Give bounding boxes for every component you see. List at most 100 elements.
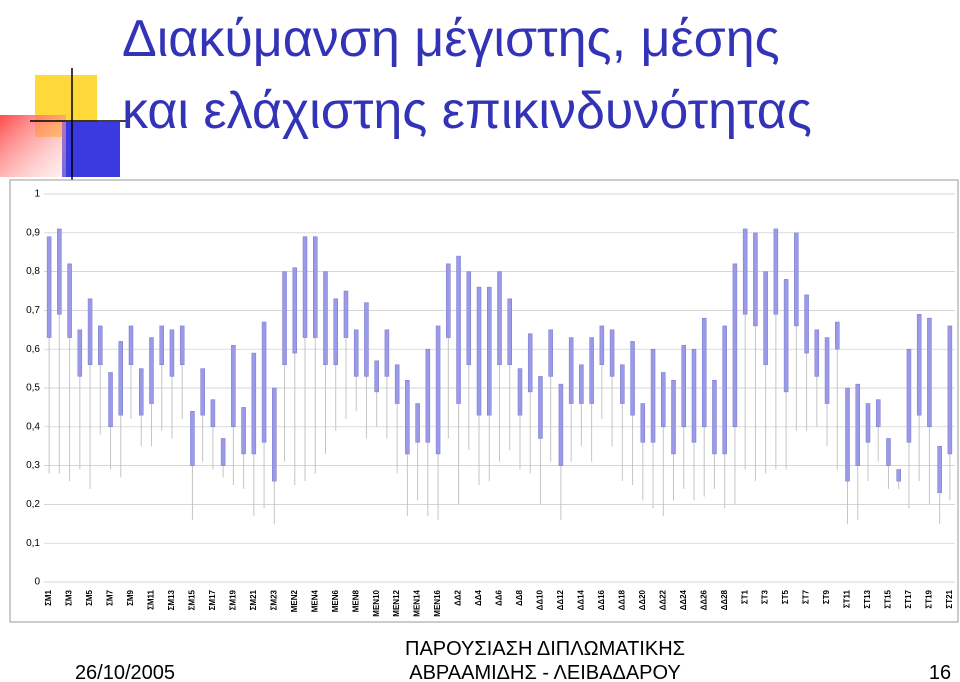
y-tick-label: 0 [34, 577, 40, 588]
x-tick-label: ΔΔ26 [699, 589, 708, 610]
range-box [323, 271, 328, 365]
range-box [466, 271, 472, 365]
range-box [722, 325, 727, 455]
y-tick-label: 0,7 [26, 305, 40, 316]
range-box [814, 329, 820, 377]
range-box [179, 325, 185, 365]
x-tick-label: ΣΜ9 [126, 589, 135, 605]
plot: 0 0,1 0,2 0,3 0,4 0,5 0,6 0,7 0,8 0,9 1 ΣΜ1 ΣΜ3 ΣΜ5 ΣΜ… [26, 189, 955, 617]
x-tick-label: ΔΔ18 [617, 589, 626, 610]
x-tick-label: ΔΔ20 [638, 589, 647, 610]
range-box [67, 263, 72, 338]
range-box [681, 345, 686, 428]
y-tick-label: 0,2 [26, 499, 40, 510]
range-box [794, 232, 799, 327]
chart-frame [9, 179, 959, 623]
range-box [763, 271, 768, 365]
range-box [661, 372, 666, 428]
range-box [712, 379, 717, 455]
range-box [415, 403, 420, 443]
y-tick-label: 0,9 [26, 227, 40, 238]
range-box [476, 286, 482, 416]
range-box [435, 325, 441, 455]
x-tick-label: ΔΔ28 [720, 589, 729, 610]
range-box [640, 403, 646, 443]
range-box [753, 232, 758, 327]
range-box [57, 228, 62, 315]
footer-text: ΠΑΡΟΥΣΙΑΣΗ ΔΙΠΛΩΜΑΤΙΚΗΣ [405, 638, 685, 660]
range-box [497, 271, 502, 365]
range-box [783, 279, 789, 393]
x-tick-label: ΣΜ13 [167, 589, 176, 610]
x-tick-label: ΜΕΝ14 [413, 589, 422, 616]
range-box [251, 352, 257, 455]
range-box [333, 298, 338, 365]
range-box [87, 298, 93, 365]
range-box [599, 325, 605, 365]
range-box [343, 290, 349, 338]
x-tick-label: ΣΤ21 [945, 589, 954, 608]
y-tick-label: 0,8 [26, 266, 40, 277]
range-box [231, 345, 236, 428]
x-tick-label: ΣΜ21 [249, 589, 258, 610]
range-box [773, 228, 779, 315]
range-box [241, 407, 246, 455]
x-tick-label: ΜΕΝ4 [310, 589, 319, 612]
range-box [527, 333, 533, 393]
y-tick-label: 0,6 [26, 344, 40, 355]
range-box [425, 348, 431, 443]
x-tick-label: ΔΔ4 [474, 589, 483, 606]
range-box [620, 364, 625, 404]
x-tick-label: ΔΔ12 [556, 589, 565, 610]
x-tick-label: ΔΔ16 [597, 589, 606, 610]
range-box [384, 329, 390, 377]
y-tick-label: 0,3 [26, 460, 40, 471]
range-box [169, 329, 175, 377]
range-box [579, 364, 584, 404]
range-box [916, 314, 922, 416]
range-box [568, 337, 574, 404]
x-tick-label: ΣΤ1 [740, 589, 749, 604]
range-box [149, 337, 154, 404]
x-tick-label: ΜΕΝ6 [331, 589, 340, 612]
x-tick-label: ΣΜ5 [85, 589, 94, 605]
range-box [77, 329, 83, 377]
page-number: 16 [929, 662, 951, 682]
range-box [46, 236, 52, 338]
range-box [456, 255, 461, 404]
range-box [937, 445, 942, 494]
range-box [353, 329, 359, 377]
x-tick-label: ΣΜ23 [269, 589, 278, 610]
range-box [118, 341, 124, 416]
deco-square [0, 115, 66, 177]
range-box [886, 438, 891, 466]
range-box [835, 321, 840, 350]
range-box [701, 317, 707, 428]
footer-text: ΑΒΡΑΑΜΙΔΗΣ - ΛΕΙΒΑΔΑΡΟΥ [409, 662, 681, 682]
range-box [220, 438, 226, 466]
range-box [691, 348, 697, 443]
range-box [538, 376, 543, 439]
range-box [272, 387, 277, 482]
range-box [517, 368, 523, 416]
range-box [609, 329, 615, 377]
range-box [313, 236, 318, 338]
x-tick-label: ΔΔ2 [454, 589, 463, 606]
range-box [845, 387, 850, 482]
x-tick-label: ΔΔ10 [536, 589, 545, 610]
x-tick-label: ΣΜ7 [106, 589, 115, 605]
x-tick-label: ΣΤ9 [822, 589, 831, 604]
x-tick-label: ΜΕΝ12 [392, 589, 401, 616]
y-tick-label: 0,4 [26, 421, 40, 432]
range-box [261, 321, 267, 443]
x-tick-label: ΔΔ8 [515, 589, 524, 606]
range-box [190, 411, 195, 466]
x-tick-label: ΔΔ14 [576, 589, 585, 610]
range-box [865, 403, 871, 443]
x-tick-label: ΣΜ3 [65, 589, 74, 605]
x-tick-label: ΜΕΝ16 [433, 589, 442, 616]
x-tick-label: ΣΜ17 [208, 589, 217, 610]
range-box [394, 364, 400, 404]
range-box [742, 228, 748, 315]
range-box [558, 383, 564, 466]
